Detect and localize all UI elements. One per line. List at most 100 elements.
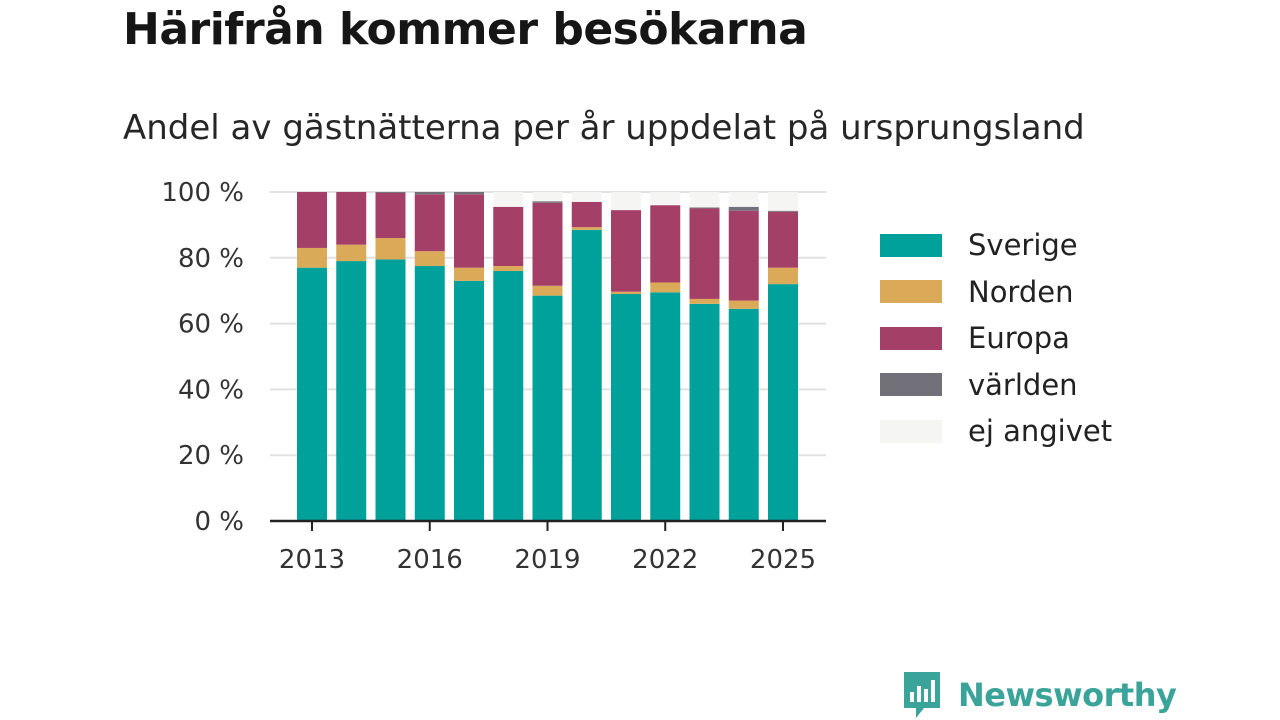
y-tick-label: 40 % — [178, 375, 244, 405]
bar-segment — [375, 192, 406, 193]
bar-segment — [689, 208, 720, 299]
bar-segment — [454, 194, 484, 268]
y-tick-label: 0 % — [194, 507, 244, 537]
newsworthy-logo-text: Newsworthy — [958, 676, 1177, 714]
legend-label: ej angivet — [968, 414, 1113, 449]
bar-stack — [336, 192, 367, 521]
bar-segment — [689, 192, 720, 208]
y-tick-label: 80 % — [178, 244, 244, 274]
bar-segment — [454, 280, 484, 521]
x-tick-label: 2025 — [750, 545, 816, 575]
legend-swatch — [880, 326, 942, 350]
bar-segment — [532, 202, 563, 286]
y-tick-label: 100 % — [161, 178, 244, 208]
legend-label: Europa — [968, 321, 1070, 356]
bar-stack — [414, 192, 445, 521]
bar-segment — [728, 192, 759, 207]
bar-segment — [611, 293, 641, 521]
newsworthy-logo-icon — [904, 672, 940, 718]
bar-segment — [571, 227, 602, 230]
x-tick-label: 2019 — [514, 545, 580, 575]
bar-segment — [493, 206, 524, 267]
chart-title: Härifrån kommer besökarna — [123, 4, 808, 55]
bar-segment — [689, 298, 720, 304]
bar-segment — [571, 229, 602, 521]
bar-segment — [611, 291, 641, 294]
bar-stack — [571, 192, 602, 521]
bar-segment — [611, 210, 641, 292]
legend-item: världen — [880, 362, 1112, 409]
bar-segment — [768, 210, 798, 212]
bar-segment — [532, 285, 563, 296]
bar-segment — [493, 192, 524, 207]
x-tick-label: 2013 — [279, 545, 345, 575]
bar-segment — [297, 247, 327, 268]
bar-segment — [414, 266, 445, 521]
bar-segment — [297, 267, 327, 521]
bar-segment — [650, 192, 681, 206]
bar-segment — [375, 192, 406, 239]
legend-label: Norden — [968, 274, 1074, 309]
legend-item: Sverige — [880, 222, 1112, 269]
bar-stack — [768, 192, 798, 521]
bar-segment — [375, 238, 406, 260]
chart-subtitle: Andel av gästnätterna per år uppdelat på… — [123, 108, 1085, 148]
legend-item: Europa — [880, 315, 1112, 362]
bar-segment — [611, 192, 641, 211]
x-tick-label: 2022 — [632, 545, 698, 575]
bar-segment — [728, 206, 759, 211]
bar-segment — [728, 300, 759, 309]
bar-stack — [454, 192, 484, 521]
legend-item: Norden — [880, 269, 1112, 316]
legend-label: Sverige — [968, 228, 1078, 263]
legend-swatch — [880, 280, 942, 304]
bar-segment — [454, 192, 484, 195]
legend-label: världen — [968, 367, 1078, 402]
bar-segment — [532, 201, 563, 203]
bar-segment — [768, 211, 798, 268]
bar-segment — [493, 270, 524, 521]
bar-stack — [375, 192, 406, 521]
legend-item: ej angivet — [880, 408, 1112, 455]
bar-segment — [689, 303, 720, 521]
y-tick-label: 20 % — [178, 441, 244, 471]
bar-segment — [336, 244, 367, 262]
bar-segment — [650, 282, 681, 293]
bar-segment — [532, 192, 563, 202]
bar-stack — [689, 192, 720, 521]
y-tick-label: 60 % — [178, 310, 244, 340]
legend-swatch — [880, 233, 942, 257]
bar-stack — [532, 192, 563, 521]
bar-stack — [650, 192, 681, 521]
bar-segment — [532, 295, 563, 521]
chart-legend: Sverige Norden Europa världen ej angivet — [880, 222, 1112, 455]
legend-swatch — [880, 373, 942, 397]
bar-segment — [571, 201, 602, 228]
bar-stack — [493, 192, 524, 521]
bar-segment — [375, 259, 406, 521]
bar-stack — [611, 192, 641, 521]
bar-stack — [297, 192, 327, 521]
bar-segment — [650, 205, 681, 283]
bar-segment — [414, 192, 445, 195]
bar-stacks — [297, 192, 798, 521]
bar-segment — [768, 192, 798, 211]
bar-segment — [728, 210, 759, 301]
bar-segment — [689, 207, 720, 209]
bar-segment — [336, 261, 367, 521]
bar-segment — [454, 267, 484, 281]
bar-stack — [728, 192, 759, 521]
bar-segment — [768, 284, 798, 521]
newsworthy-logo: Newsworthy — [902, 670, 1177, 720]
axes: 0 % 20 % 40 % 60 % 80 % 100 % 2013 2016 2019 2022… — [161, 178, 826, 575]
bar-segment — [414, 251, 445, 267]
legend-swatch — [880, 419, 942, 443]
bar-segment — [493, 266, 524, 271]
bar-segment — [728, 308, 759, 521]
bar-segment — [414, 194, 445, 252]
bar-segment — [768, 267, 798, 285]
bar-segment — [336, 192, 367, 245]
bar-segment — [650, 292, 681, 521]
